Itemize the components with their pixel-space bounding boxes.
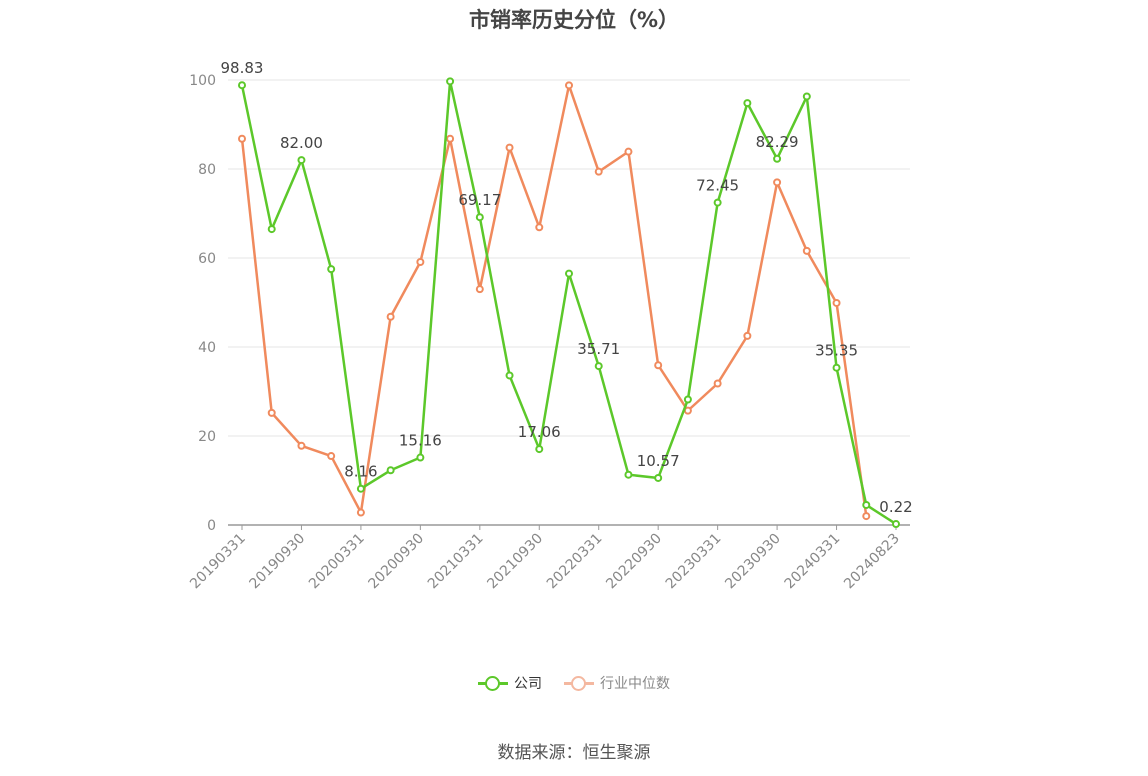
y-tick-label: 60 xyxy=(198,251,216,267)
data-label: 35.35 xyxy=(815,342,858,360)
data-point xyxy=(297,441,306,450)
y-tick-label: 100 xyxy=(189,73,216,89)
y-tick-label: 20 xyxy=(198,429,216,445)
x-tick-label: 20210331 xyxy=(425,531,487,593)
data-point xyxy=(327,452,336,461)
data-point xyxy=(446,134,455,143)
data-point xyxy=(713,379,722,388)
data-point xyxy=(743,331,752,340)
data-point xyxy=(565,81,573,90)
data-point xyxy=(416,258,425,267)
data-point xyxy=(565,269,573,278)
data-point xyxy=(713,198,722,207)
data-point xyxy=(832,298,841,307)
data-point xyxy=(862,500,871,509)
x-tick-label: 20230331 xyxy=(663,531,725,593)
data-point xyxy=(594,167,603,176)
data-point xyxy=(386,466,395,475)
x-tick-label: 20220930 xyxy=(603,531,665,593)
data-point xyxy=(475,213,484,222)
data-point xyxy=(892,520,900,529)
data-label: 82.00 xyxy=(280,134,323,152)
x-tick-label: 20230930 xyxy=(722,531,784,593)
data-point xyxy=(446,77,455,86)
data-label: 17.06 xyxy=(518,423,561,441)
data-label: 72.45 xyxy=(696,177,739,195)
data-label: 35.71 xyxy=(577,340,620,358)
data-point xyxy=(238,81,246,90)
data-label: 98.83 xyxy=(221,59,264,77)
data-label: 8.16 xyxy=(344,463,377,481)
data-point xyxy=(386,312,395,321)
x-tick-label: 20190331 xyxy=(187,531,249,593)
data-point xyxy=(743,99,752,108)
data-label: 10.57 xyxy=(637,452,680,470)
data-point xyxy=(416,453,425,462)
data-label: 0.22 xyxy=(879,498,912,516)
data-point xyxy=(238,134,246,143)
legend-industry-median-icon xyxy=(564,673,594,693)
legend: 公司 行业中位数 xyxy=(0,673,1148,693)
data-point xyxy=(356,484,365,493)
data-point xyxy=(594,362,603,371)
data-point xyxy=(654,361,663,370)
data-point xyxy=(327,265,336,274)
data-point xyxy=(535,223,544,232)
legend-company-label: 公司 xyxy=(514,676,542,692)
data-point xyxy=(356,508,365,517)
y-tick-label: 40 xyxy=(198,340,216,356)
data-label: 82.29 xyxy=(756,133,799,151)
x-tick-label: 20190930 xyxy=(247,531,309,593)
legend-company-icon xyxy=(478,673,508,693)
x-tick-label: 20240331 xyxy=(782,531,844,593)
legend-item-industry-median[interactable]: 行业中位数 xyxy=(564,673,670,693)
x-tick-label: 20240823 xyxy=(841,531,903,593)
data-point xyxy=(624,147,633,156)
source-note: 数据来源：恒生聚源 xyxy=(497,743,651,763)
data-point xyxy=(267,408,276,417)
data-point xyxy=(683,395,692,404)
data-point xyxy=(505,143,514,152)
chart-title: 市销率历史分位（%） xyxy=(468,8,680,32)
series-line-1 xyxy=(240,84,868,517)
y-tick-label: 80 xyxy=(198,162,216,178)
data-point xyxy=(862,512,871,521)
data-point xyxy=(475,285,484,294)
x-tick-label: 20200331 xyxy=(306,531,368,593)
data-point xyxy=(832,363,841,372)
data-point xyxy=(505,371,514,380)
data-point xyxy=(802,246,811,255)
data-point xyxy=(773,154,782,163)
y-tick-label: 0 xyxy=(207,518,216,534)
data-label: 69.17 xyxy=(458,191,501,209)
data-point xyxy=(535,445,544,454)
data-point xyxy=(297,156,306,165)
data-point xyxy=(802,92,811,101)
data-point xyxy=(773,178,782,187)
x-tick-label: 20220331 xyxy=(544,531,606,593)
x-tick-label: 20210930 xyxy=(484,531,546,593)
data-point xyxy=(624,470,633,479)
x-tick-label: 20200930 xyxy=(365,531,427,593)
data-point xyxy=(654,473,663,482)
data-point xyxy=(267,225,276,234)
data-label: 15.16 xyxy=(399,432,442,450)
legend-industry-median-label: 行业中位数 xyxy=(600,676,670,692)
legend-item-company[interactable]: 公司 xyxy=(478,673,542,693)
